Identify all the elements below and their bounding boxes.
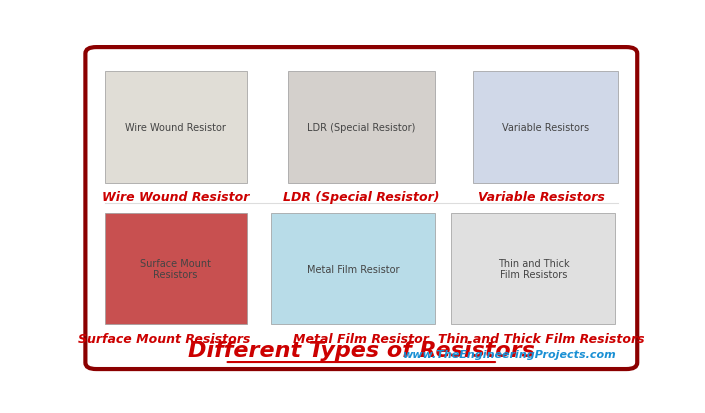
Text: Surface Mount Resistors: Surface Mount Resistors <box>78 332 251 345</box>
Text: Thin and Thick
Film Resistors: Thin and Thick Film Resistors <box>498 258 569 280</box>
Text: Different Types of Resistors: Different Types of Resistors <box>188 340 535 360</box>
Text: Variable Resistors: Variable Resistors <box>478 191 605 204</box>
Text: Wire Wound Resistor: Wire Wound Resistor <box>125 123 226 133</box>
FancyBboxPatch shape <box>451 214 615 325</box>
FancyBboxPatch shape <box>104 214 247 325</box>
FancyBboxPatch shape <box>104 72 247 183</box>
Text: Wire Wound Resistor: Wire Wound Resistor <box>102 191 250 204</box>
FancyBboxPatch shape <box>271 214 435 325</box>
Text: www.TheEngineeringProjects.com: www.TheEngineeringProjects.com <box>402 350 615 360</box>
FancyBboxPatch shape <box>288 72 435 183</box>
Text: Variable Resistors: Variable Resistors <box>502 123 589 133</box>
Text: Thin and Thick Film Resistors: Thin and Thick Film Resistors <box>439 332 645 345</box>
Text: Surface Mount
Resistors: Surface Mount Resistors <box>140 258 211 280</box>
Text: LDR (Special Resistor): LDR (Special Resistor) <box>307 123 415 133</box>
FancyBboxPatch shape <box>85 48 637 369</box>
FancyBboxPatch shape <box>473 72 618 183</box>
Text: Metal Film Resistor: Metal Film Resistor <box>307 264 399 274</box>
Text: LDR (Special Resistor): LDR (Special Resistor) <box>283 191 439 204</box>
Text: Metal Film Resistor: Metal Film Resistor <box>293 332 429 345</box>
